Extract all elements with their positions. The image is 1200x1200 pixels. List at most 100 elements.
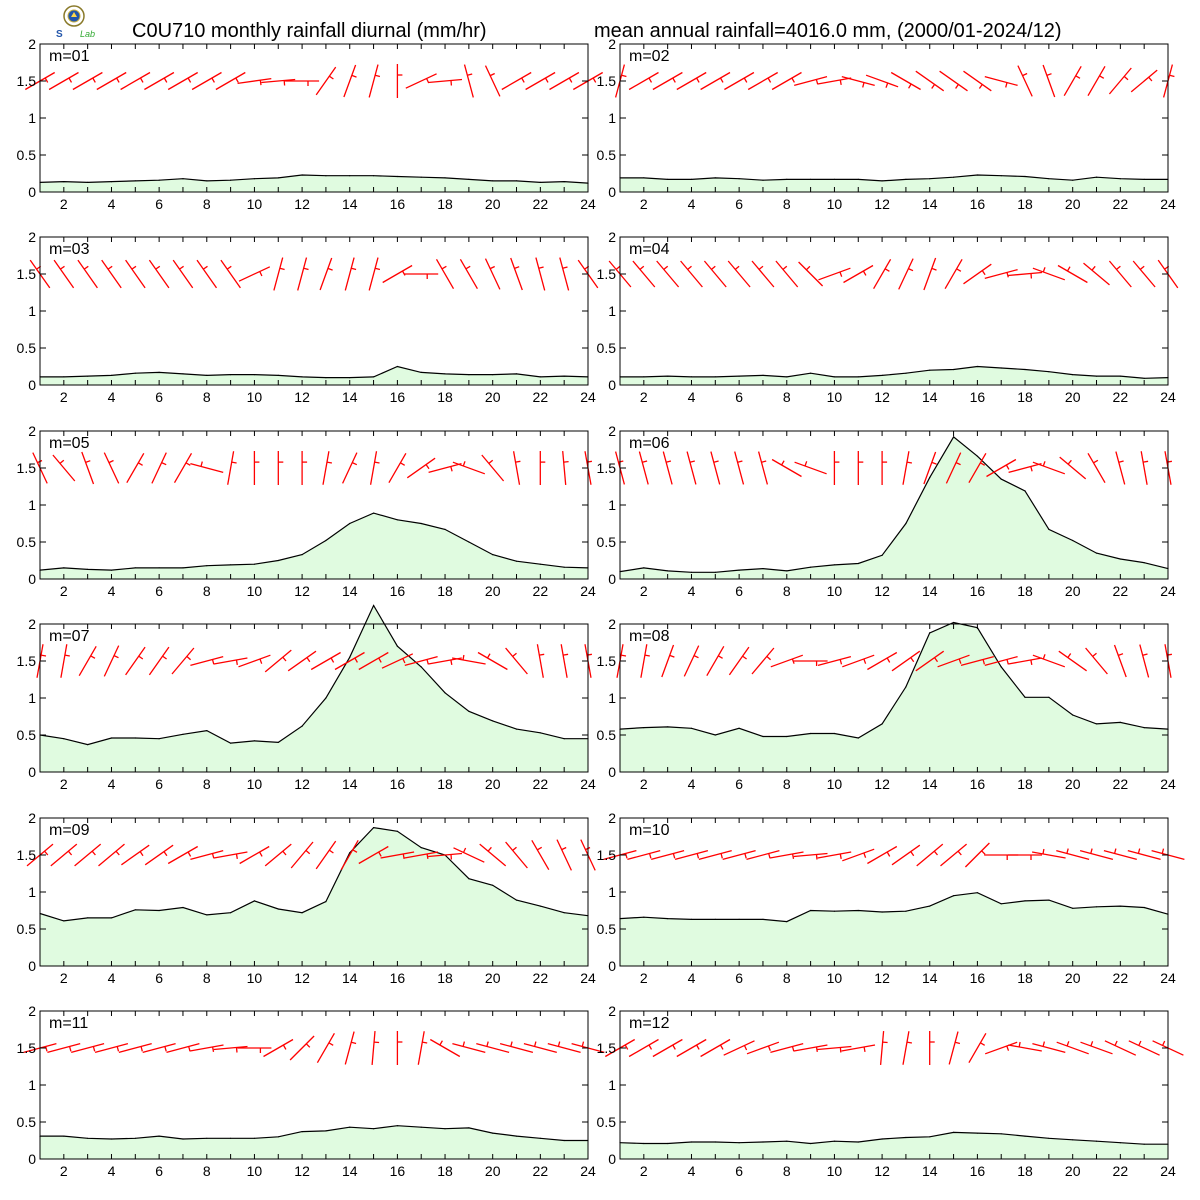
data-point	[1143, 377, 1145, 379]
x-tick-label: 14	[922, 1163, 938, 1179]
y-tick-label: 1.5	[17, 266, 37, 282]
x-tick-label: 4	[688, 389, 696, 405]
data-point	[1048, 178, 1050, 180]
data-point	[373, 1128, 375, 1130]
wind-barb	[562, 451, 569, 485]
data-point	[1119, 721, 1121, 724]
rainfall-area	[620, 892, 1168, 966]
data-point	[881, 180, 883, 182]
wind-barb	[406, 457, 436, 479]
data-point	[253, 1137, 255, 1139]
x-tick-label: 4	[108, 970, 116, 986]
wind-barb	[1056, 848, 1090, 861]
y-tick-label: 1.5	[597, 653, 617, 669]
wind-barb	[724, 71, 755, 91]
data-point	[857, 178, 859, 180]
wind-barb	[1063, 65, 1082, 97]
wind-barb	[358, 845, 389, 865]
data-point	[1000, 367, 1002, 369]
x-tick-label: 10	[247, 389, 263, 405]
wind-barb	[1042, 64, 1056, 98]
data-point	[905, 178, 907, 180]
x-tick-label: 20	[485, 776, 501, 792]
data-point	[230, 564, 232, 566]
x-tick-label: 14	[342, 970, 358, 986]
wind-barb	[301, 451, 308, 485]
y-tick-label: 2	[28, 36, 36, 52]
wind-barb	[793, 1044, 828, 1053]
x-tick-label: 2	[640, 583, 648, 599]
data-point	[810, 372, 812, 374]
wind-barb	[358, 651, 389, 671]
data-point	[976, 365, 979, 368]
wind-barb	[263, 1038, 294, 1058]
panel-label: m=07	[49, 628, 90, 645]
wind-barb	[1008, 271, 1043, 279]
x-tick-label: 12	[294, 1163, 310, 1179]
wind-barb	[1127, 848, 1161, 861]
data-point	[253, 900, 255, 902]
data-point	[929, 632, 931, 634]
data-point	[87, 744, 89, 746]
data-point	[857, 1141, 859, 1143]
data-point	[325, 539, 327, 542]
data-point	[110, 569, 113, 571]
data-point	[1143, 1143, 1145, 1145]
data-point	[905, 522, 907, 525]
data-point	[1095, 552, 1098, 554]
panel-m=08: 00.511.522 4 6 8 10 12 14 16 18 20 22 24m=08	[597, 616, 1176, 792]
wind-barb	[501, 71, 532, 91]
data-point	[420, 522, 422, 525]
data-point	[1095, 723, 1098, 725]
y-tick-label: 0	[608, 377, 616, 393]
wind-barb	[734, 451, 745, 485]
data-point	[690, 918, 693, 921]
data-point	[230, 1137, 232, 1139]
wind-barb	[628, 1038, 659, 1058]
x-tick-label: 24	[580, 776, 596, 792]
x-tick-label: 6	[735, 1163, 743, 1179]
x-tick-label: 22	[1113, 1163, 1129, 1179]
data-point	[492, 180, 494, 182]
data-point	[277, 559, 279, 562]
y-tick-label: 0	[28, 764, 36, 780]
data-point	[690, 727, 693, 729]
wind-barb	[698, 849, 732, 861]
wind-barb	[549, 71, 580, 91]
data-point	[230, 374, 232, 376]
data-point	[738, 727, 740, 729]
wind-barb	[334, 651, 365, 671]
wind-barb	[535, 257, 546, 291]
wind-barb	[227, 451, 237, 485]
data-point	[1000, 1133, 1002, 1135]
wind-barb	[1108, 260, 1132, 288]
data-point	[253, 563, 255, 565]
panel-frame	[619, 1010, 1169, 1160]
x-tick-label: 4	[108, 196, 116, 212]
data-point	[833, 178, 836, 180]
y-tick-label: 1	[28, 497, 36, 513]
wind-barb	[273, 257, 285, 291]
panel-label: m=08	[629, 628, 670, 645]
wind-barb	[984, 854, 1019, 860]
wind-barb	[381, 653, 414, 669]
x-tick-label: 20	[1065, 583, 1081, 599]
y-tick-label: 1	[28, 690, 36, 706]
x-tick-label: 8	[783, 1163, 791, 1179]
data-point	[539, 1137, 541, 1139]
x-tick-label: 14	[342, 1163, 358, 1179]
wind-barb	[144, 844, 174, 866]
wind-barb	[937, 654, 970, 668]
wind-barb	[340, 839, 359, 871]
data-point	[929, 178, 931, 180]
wind-barb	[757, 451, 769, 485]
data-point	[714, 1141, 716, 1143]
panel-m=10: 00.511.522 4 6 8 10 12 14 16 18 20 22 24m=10	[597, 810, 1185, 986]
data-point	[468, 710, 470, 712]
data-point	[762, 735, 764, 738]
panel-m=06: 00.511.522 4 6 8 10 12 14 16 18 20 22 24m=06	[597, 423, 1176, 599]
x-tick-label: 22	[533, 583, 549, 599]
wind-barb	[662, 451, 673, 485]
y-tick-label: 0.5	[597, 1114, 617, 1130]
